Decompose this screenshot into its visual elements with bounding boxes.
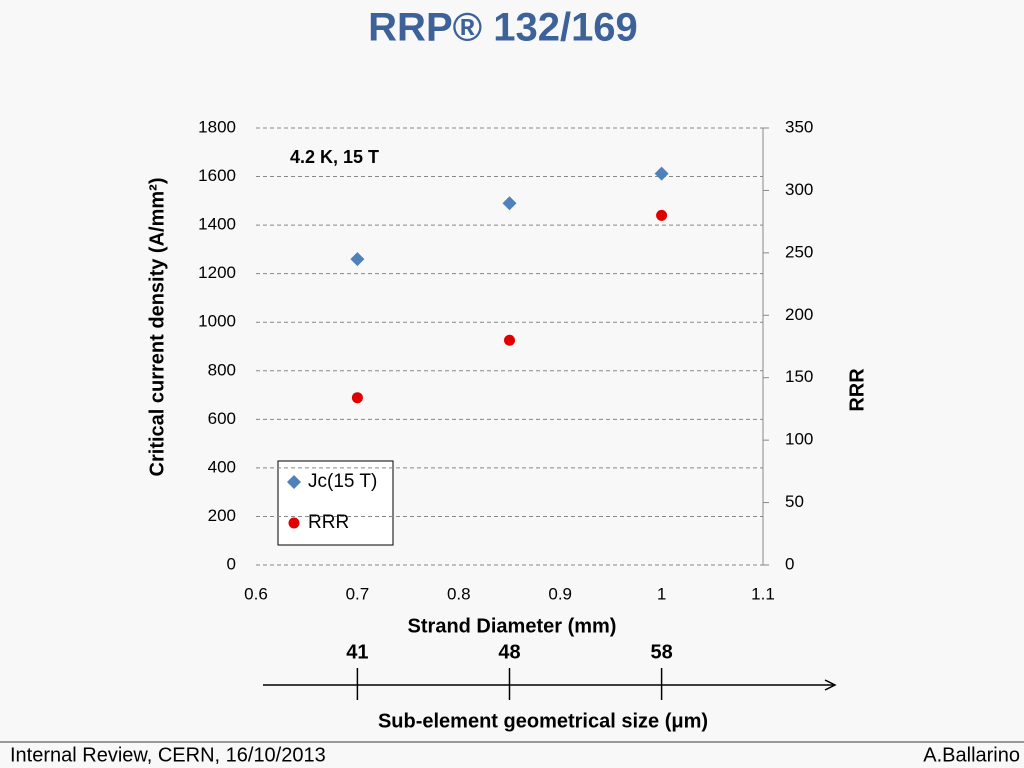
y-tick-label: 1200	[198, 263, 236, 282]
data-point	[350, 252, 365, 267]
x-tick-label: 1	[657, 584, 666, 603]
data-point	[656, 209, 668, 221]
x2-axis-title: Sub-element geometrical size (μm)	[378, 710, 708, 732]
legend-box	[277, 460, 394, 546]
data-point	[504, 334, 515, 346]
y2-tick-label: 200	[785, 305, 813, 324]
x-tick-label: 0.8	[447, 584, 471, 603]
legend-label: RRR	[308, 512, 349, 533]
data-point	[502, 196, 517, 211]
x2-tick-label: 48	[498, 641, 520, 663]
data-point	[351, 392, 363, 404]
legend-label: Jc(15 T)	[308, 471, 377, 492]
footer-left: Internal Review, CERN, 16/10/2013	[10, 744, 326, 766]
x-tick-label: 0.6	[244, 584, 268, 603]
y2-tick-label: 300	[785, 180, 813, 199]
legend-marker	[288, 517, 300, 529]
x2-tick-label: 58	[650, 641, 672, 663]
y-tick-label: 200	[208, 506, 236, 525]
annotation: 4.2 K, 15 T	[290, 147, 379, 167]
y2-tick-label: 150	[785, 367, 813, 386]
x-axis-title: Strand Diameter (mm)	[408, 615, 617, 637]
y2-tick-label: 100	[785, 430, 813, 449]
y2-tick-label: 50	[785, 492, 804, 511]
footer-right: A.Ballarino	[923, 744, 1020, 766]
x-tick-label: 0.9	[548, 584, 572, 603]
slide-title: RRP® 132/169	[368, 6, 638, 50]
y-tick-label: 800	[208, 360, 236, 379]
x-tick-label: 0.7	[346, 584, 370, 603]
y-tick-label: 1800	[198, 117, 236, 136]
x2-tick-label: 41	[346, 641, 368, 663]
x-tick-label: 1.1	[751, 584, 775, 603]
y-tick-label: 1400	[198, 215, 236, 234]
data-point	[654, 166, 669, 181]
legend-marker	[287, 475, 301, 489]
y-tick-label: 400	[208, 457, 236, 476]
y2-axis-title: RRR	[846, 368, 868, 412]
y2-tick-label: 0	[785, 554, 794, 573]
y-tick-label: 1000	[198, 312, 236, 331]
y-axis-title: Critical current density (A/mm²)	[146, 178, 168, 477]
y2-tick-label: 350	[785, 117, 813, 136]
x2-axis-arrow	[824, 679, 837, 691]
y-tick-label: 600	[208, 409, 236, 428]
y-tick-label: 0	[227, 554, 236, 573]
y2-tick-label: 250	[785, 242, 813, 261]
y-tick-label: 1600	[198, 166, 236, 185]
